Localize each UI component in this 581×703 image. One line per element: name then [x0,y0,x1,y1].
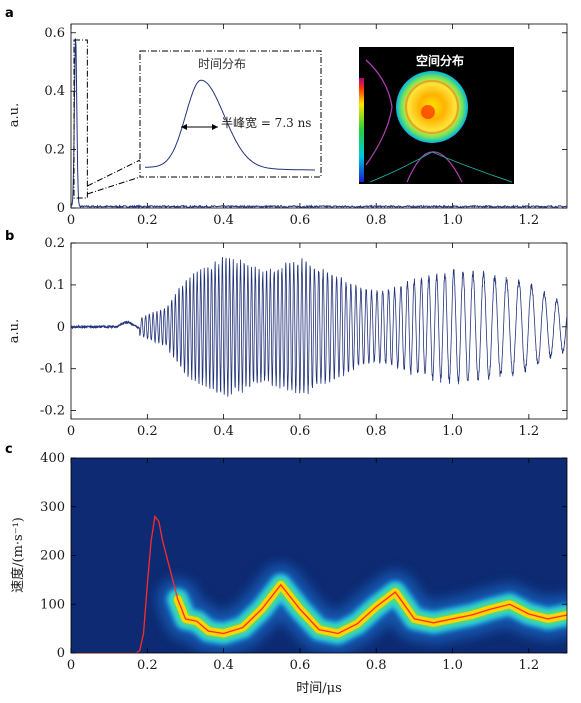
panel-a-xtick-label: 0.8 [366,213,387,228]
panel-c-ytick-label: 200 [40,549,65,564]
panel-c: 速度/(m·s⁻¹) 时间/μs 0 0.2 0.4 0.6 0.8 1.0 1.2 0 100… [10,451,568,696]
panel-c-ytick-label: 0 [57,646,65,661]
spatial-colorbar [359,78,364,182]
panel-a-xtick-label: 1.2 [519,213,540,228]
panel-c-ytick-label: 300 [40,500,65,515]
panel-c-xtick-label: 1.2 [519,658,540,673]
spatial-profile-vertical [365,59,393,166]
spatial-fit-horizontal [369,151,513,183]
panel-c-ytick-label: 400 [40,451,65,466]
panel-a-ytick-label: 0 [57,201,65,216]
beam-ring [405,80,459,134]
panel-b-xtick-label: 1.0 [442,424,463,439]
temporal-inset-curve [144,79,315,171]
panel-b-series-line [70,256,568,397]
panel-b-ytick-label: 0.2 [44,236,65,251]
panel-a-xtick-label: 0.2 [137,213,158,228]
beam-hotspot [421,105,435,119]
inset-leader-line-1 [87,176,141,195]
panel-a-series-line [70,38,568,209]
panel-a-ytick-label: 0.4 [44,84,65,99]
panel-a-xtick-label: 0.6 [290,213,311,228]
panel-b: a.u. 0 0.2 0.4 0.6 0.8 1.0 1.2 -0.2 -0.1 0 0.1 0.2 [7,236,568,439]
panel-a-xtick-label: 0.4 [213,213,234,228]
panel-c-ylabel: 速度/(m·s⁻¹) [10,517,26,593]
panel-c-xtick-label: 0.4 [213,658,234,673]
panel-a-ytick-label: 0.2 [44,143,65,158]
inset-leader-line-2 [87,159,141,187]
panel-b-xtick-label: 1.2 [519,424,540,439]
fwhm-annotation: 半峰宽 = 7.3 ns [221,115,311,130]
panel-b-xtick-label: 0.8 [366,424,387,439]
panel-c-label: c [5,442,13,457]
temporal-inset-title: 时间分布 [198,57,246,71]
spatial-inset: 空间分布 [359,47,514,184]
pulse-highlight-box [73,39,88,199]
panel-b-ytick-label: -0.2 [40,404,65,419]
panel-a-frame [70,23,568,209]
velocity-curve [71,514,567,653]
panel-c-xtick-label: 1.0 [442,658,463,673]
panel-c-xtick-label: 0.6 [290,658,311,673]
panel-a: a.u. 0 0.2 0.4 0.6 0.8 1.0 1.200.20.40.6 时间分布 … [7,23,568,228]
panel-c-xtick-label: 0 [67,658,75,673]
panel-b-xtick-label: 0.6 [290,424,311,439]
panel-a-xtick-label: 1.0 [442,213,463,228]
panel-b-ytick-label: -0.1 [40,362,65,377]
panel-a-ylabel: a.u. [7,103,22,127]
panel-b-label: b [5,229,14,244]
panel-b-xtick-label: 0 [67,424,75,439]
panel-c-ytick-label: 100 [40,597,65,612]
panel-a-ytick-label: 0.6 [44,26,65,41]
panel-b-ytick-label: 0.1 [44,278,65,293]
spatial-inset-title: 空间分布 [416,53,464,68]
panel-b-frame [70,242,568,420]
panel-c-xtick-label: 0.2 [137,658,158,673]
panel-a-xtick-label: 0 [67,213,75,228]
panel-a-label: a [5,6,14,21]
panel-c-xlabel: 时间/μs [296,681,342,696]
panel-b-xtick-label: 0.4 [213,424,234,439]
panel-c-xtick-label: 0.8 [366,658,387,673]
panel-b-xtick-label: 0.2 [137,424,158,439]
panel-b-ytick-label: 0 [57,320,65,335]
panel-b-ylabel: a.u. [7,319,22,343]
